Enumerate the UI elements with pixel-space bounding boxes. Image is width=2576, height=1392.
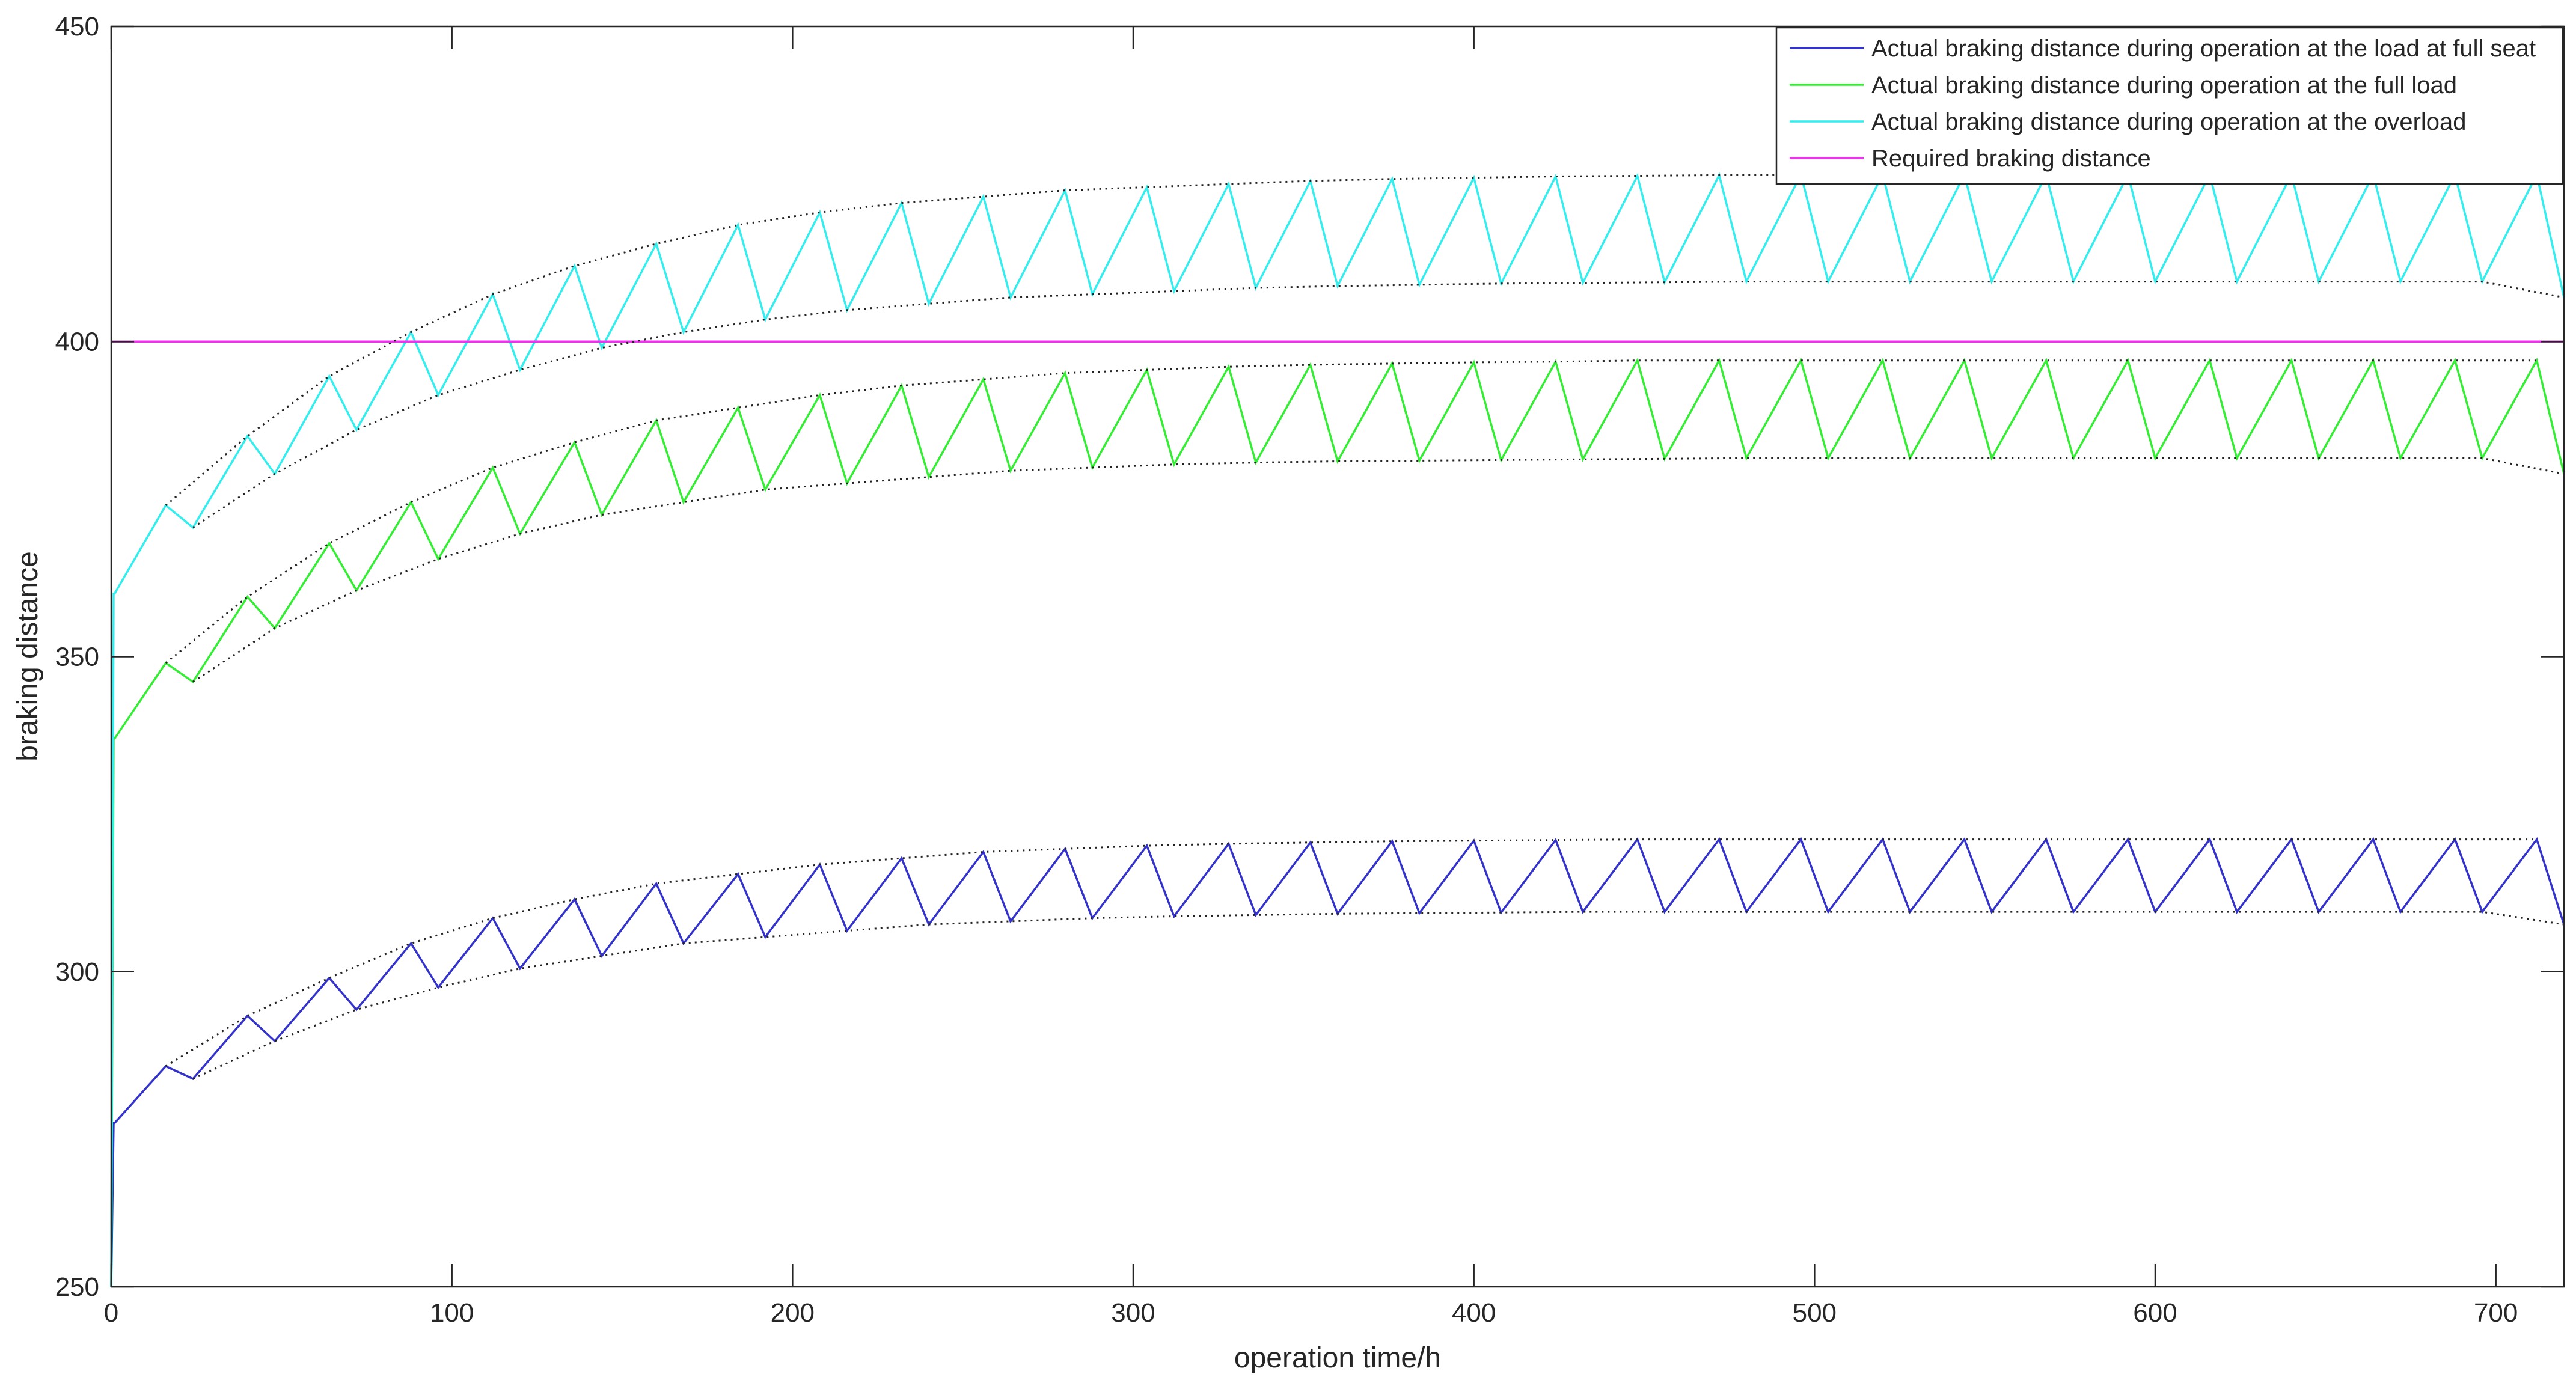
x-tick-label: 600 (2133, 1298, 2177, 1328)
legend: Actual braking distance during operation… (1775, 26, 2564, 185)
y-tick-label: 400 (55, 327, 99, 356)
ticks-layer: 0 100 200 300 400 500 600 700 250 300 350 400 450 (55, 12, 2564, 1328)
series-line-2 (110, 357, 2565, 1287)
x-tick-label: 400 (1452, 1298, 1496, 1328)
y-tick-label: 450 (55, 12, 99, 41)
lower-envelope-3 (192, 281, 2565, 528)
lower-envelope-2 (192, 457, 2565, 683)
x-tick-label: 0 (104, 1298, 118, 1328)
legend-label-1: Actual braking distance during operation… (1871, 35, 2536, 62)
upper-envelope-1 (165, 838, 2537, 1067)
x-tick-label: 500 (1793, 1298, 1837, 1328)
x-tick-label: 200 (771, 1298, 815, 1328)
y-tick-label: 350 (55, 643, 99, 672)
x-axis-label: operation time/h (1234, 1342, 1441, 1374)
upper-envelope-3 (165, 173, 2537, 507)
y-tick-label: 250 (55, 1272, 99, 1302)
x-tick-label: 700 (2474, 1298, 2518, 1328)
x-tick-label: 300 (1111, 1298, 1155, 1328)
legend-label-2: Actual braking distance during operation… (1871, 72, 2457, 99)
envelope-layer (165, 173, 2565, 1080)
legend-label-3: Actual braking distance during operation… (1871, 109, 2467, 135)
y-tick-label: 300 (55, 957, 99, 987)
legend-box (1775, 26, 2564, 185)
lower-envelope-1 (192, 911, 2565, 1080)
x-tick-label: 100 (430, 1298, 474, 1328)
series-line-1 (110, 837, 2565, 1287)
upper-envelope-2 (165, 359, 2537, 664)
legend-label-4: Required braking distance (1871, 145, 2151, 172)
y-axis-label: braking distance (12, 551, 44, 762)
plot-area (111, 26, 2564, 1287)
